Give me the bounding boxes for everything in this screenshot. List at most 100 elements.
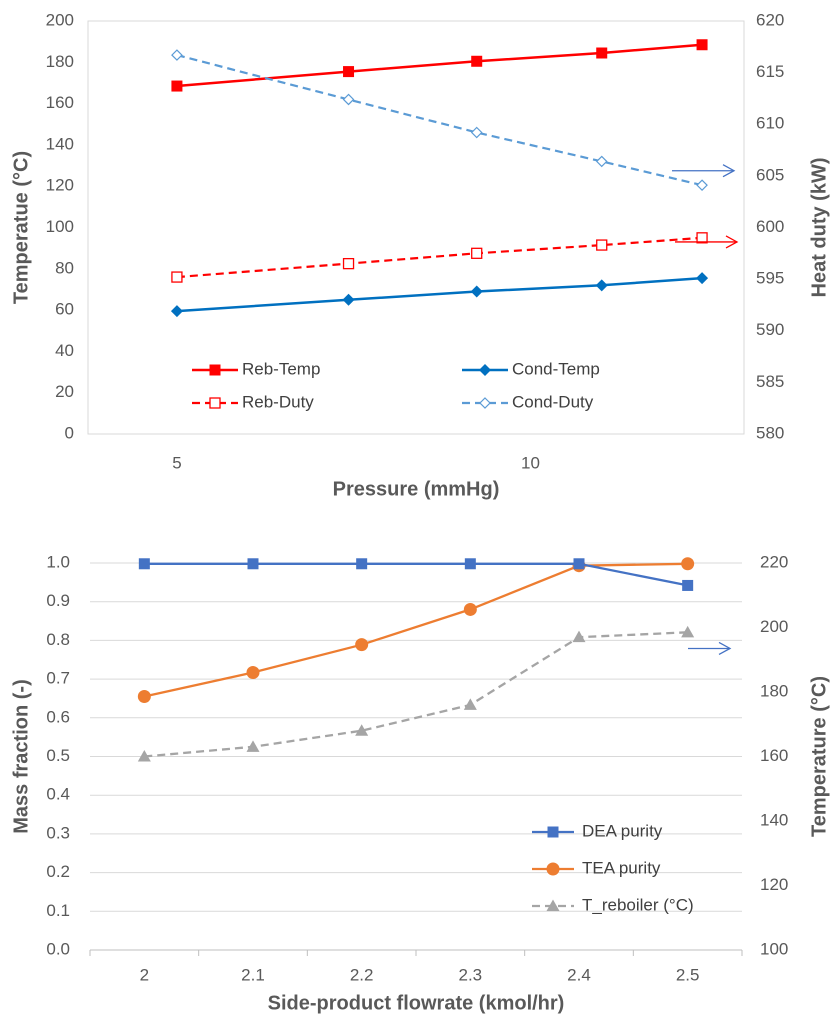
y-tick-label: 0.4 xyxy=(46,785,70,804)
legend-swatch-marker xyxy=(479,364,491,376)
data-point-reb-temp xyxy=(343,66,355,78)
legend-item-dea-purity: DEA purity xyxy=(532,821,663,840)
y-tick-label: 140 xyxy=(46,134,74,153)
y2-tick-label: 620 xyxy=(756,10,784,29)
data-point-reb-temp xyxy=(696,39,708,51)
x-tick-label: 10 xyxy=(521,453,540,472)
legend-swatch-marker xyxy=(209,364,221,376)
annotation-arrow-head xyxy=(722,164,736,178)
data-point-t-reboiler-c xyxy=(463,698,477,710)
y2-axis-title: Heat duty (kW) xyxy=(808,158,830,298)
series-line-cond-temp xyxy=(176,276,703,313)
data-point-dea-purity xyxy=(247,558,259,570)
data-point-t-reboiler-c xyxy=(572,630,586,643)
legend-item-cond-temp: Cond-Temp xyxy=(462,359,600,378)
annotation-arrow xyxy=(675,235,739,249)
data-point-cond-temp xyxy=(696,272,709,285)
data-point-reb-duty xyxy=(471,247,483,259)
y-tick-label: 160 xyxy=(46,93,74,112)
x-tick-label: 2.1 xyxy=(241,965,265,984)
data-point-t-reboiler-c xyxy=(137,750,151,762)
y-tick-label: 80 xyxy=(55,258,74,277)
data-point-cond-duty xyxy=(171,49,183,61)
data-point-cond-temp xyxy=(470,285,483,298)
legend-item-reb-temp: Reb-Temp xyxy=(192,359,320,378)
data-point-cond-temp xyxy=(595,279,608,292)
x-tick-label: 2.5 xyxy=(676,965,700,984)
data-point-cond-temp xyxy=(342,293,355,306)
x-axis-title: Pressure (mmHg) xyxy=(333,478,500,500)
y2-tick-label: 160 xyxy=(760,746,788,765)
chart-flowrate: 0.0 0.1 0.2 0.3 0.4 0.5 0.6 0.7 0.8 0.9 1.0 100 120 1… xyxy=(10,552,830,1014)
data-point-dea-purity xyxy=(573,558,585,570)
y2-tick-label: 580 xyxy=(756,423,784,442)
data-point-dea-purity xyxy=(138,558,150,570)
data-point-tea-purity xyxy=(681,557,695,571)
legend-label: T_reboiler (°C) xyxy=(582,895,694,914)
x-tick-label: 2 xyxy=(140,965,149,984)
legend-label: Cond-Duty xyxy=(512,392,594,411)
series-reb-temp xyxy=(171,39,708,92)
y-tick-label: 20 xyxy=(55,382,74,401)
data-point-cond-duty xyxy=(342,93,355,106)
series-line-cond-duty xyxy=(176,54,703,187)
data-point-dea-purity xyxy=(682,579,694,591)
y-tick-label: 0.6 xyxy=(46,707,70,726)
data-point-dea-purity xyxy=(356,558,368,570)
y-tick-label: 1.0 xyxy=(46,552,70,571)
y-tick-label: 120 xyxy=(46,176,74,195)
legend-item-tea-purity: TEA purity xyxy=(532,858,661,877)
data-point-t-reboiler-c xyxy=(355,724,369,736)
legend-swatch-marker xyxy=(479,397,491,409)
legend-swatch-marker xyxy=(546,899,560,911)
series-line-dea-purity xyxy=(144,562,688,587)
data-point-tea-purity xyxy=(246,666,260,680)
legend-swatch-marker xyxy=(546,862,560,876)
series-dea-purity xyxy=(138,558,694,591)
y2-tick-label: 200 xyxy=(760,617,788,636)
data-point-tea-purity xyxy=(463,602,477,616)
series-line-tea-purity xyxy=(144,562,688,698)
data-point-reb-temp xyxy=(171,80,183,92)
series-line-reb-temp xyxy=(176,43,703,88)
y-tick-label: 0.2 xyxy=(46,862,70,881)
legend-item-t-reboiler-c: T_reboiler (°C) xyxy=(532,895,694,914)
annotation-arrow-head xyxy=(718,641,732,656)
legend-label: Reb-Temp xyxy=(242,359,320,378)
series-line-t-reboiler-c xyxy=(144,631,688,758)
series-reb-duty xyxy=(171,232,708,283)
data-point-reb-duty xyxy=(342,257,355,270)
y2-tick-label: 585 xyxy=(756,372,784,391)
legend: DEA purity TEA purity T_reboiler (°C) xyxy=(532,821,694,914)
y-tick-label: 60 xyxy=(55,300,74,319)
legend-label: DEA purity xyxy=(582,821,663,840)
x-tick-label: 5 xyxy=(172,453,181,472)
y2-tick-label: 605 xyxy=(756,165,784,184)
data-point-cond-duty xyxy=(470,126,483,139)
data-point-tea-purity xyxy=(137,690,151,704)
legend-item-reb-duty: Reb-Duty xyxy=(192,392,314,411)
series-t-reboiler-c xyxy=(137,625,695,762)
legend: Reb-Temp Cond-Temp Reb-Duty Cond-Duty xyxy=(192,359,600,411)
y-tick-label: 0.7 xyxy=(46,669,70,688)
legend-label: TEA purity xyxy=(582,858,661,877)
series-line-reb-duty xyxy=(176,236,703,279)
series-tea-purity xyxy=(137,557,695,704)
x-tick-label: 2.4 xyxy=(567,965,591,984)
data-point-dea-purity xyxy=(464,558,476,570)
data-point-tea-purity xyxy=(355,638,369,652)
data-point-reb-temp xyxy=(471,55,483,67)
y2-tick-label: 615 xyxy=(756,62,784,81)
data-point-t-reboiler-c xyxy=(246,740,260,752)
annotation-arrow xyxy=(688,641,732,656)
y-tick-label: 0.3 xyxy=(46,823,70,842)
legend-swatch-marker xyxy=(209,397,221,409)
y-tick-label: 0.0 xyxy=(46,939,70,958)
y2-tick-label: 120 xyxy=(760,875,788,894)
annotation-arrow-head xyxy=(725,235,739,249)
y2-tick-label: 610 xyxy=(756,114,784,133)
legend-label: Reb-Duty xyxy=(242,392,314,411)
y-tick-label: 0.1 xyxy=(46,901,70,920)
y-tick-label: 0.8 xyxy=(46,630,70,649)
